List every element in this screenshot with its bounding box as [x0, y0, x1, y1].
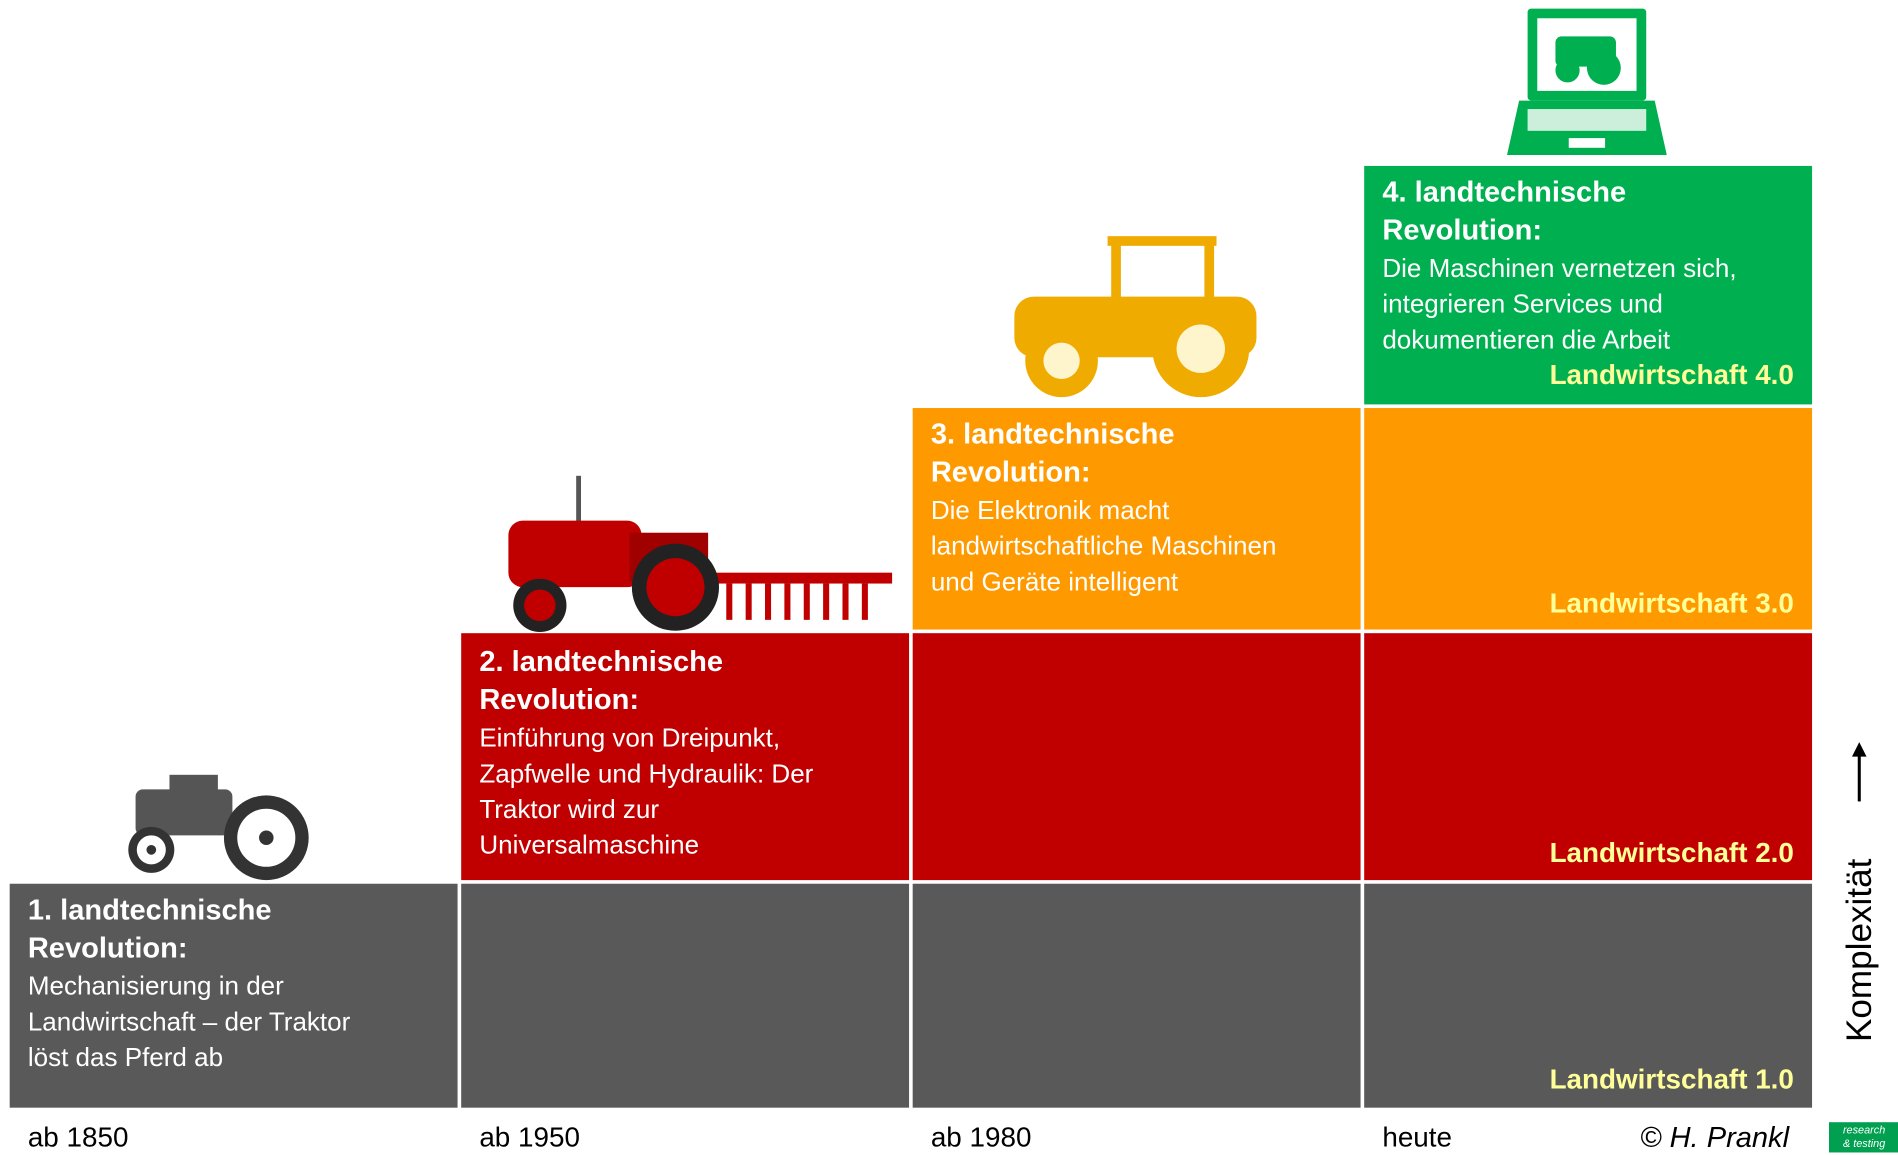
- stage-title: Revolution:: [28, 932, 188, 964]
- laptop-icon: [1507, 9, 1667, 155]
- stage-description: Mechanisierung in der: [28, 971, 284, 1001]
- period-label: ab 1850: [28, 1122, 129, 1153]
- stage-title: Revolution:: [479, 684, 639, 716]
- tractor-icon-1: [128, 775, 308, 880]
- period-label: ab 1980: [931, 1122, 1032, 1153]
- stage-description: löst das Pferd ab: [28, 1042, 223, 1072]
- stage-title: 3. landtechnische: [931, 419, 1175, 451]
- period-label: ab 1950: [479, 1122, 580, 1153]
- tractor-icon-3: [1014, 236, 1256, 397]
- stage-description: landwirtschaftliche Maschinen: [931, 531, 1277, 561]
- stage-title: 4. landtechnische: [1382, 176, 1626, 208]
- axis-label: Komplexität: [1840, 858, 1879, 1042]
- logo-text: & testing: [1843, 1138, 1885, 1150]
- level-label: Landwirtschaft 2.0: [1550, 837, 1794, 868]
- stage-description: und Geräte intelligent: [931, 566, 1179, 596]
- period-label: heute: [1382, 1122, 1452, 1153]
- stage-description: Zapfwelle und Hydraulik: Der: [479, 758, 813, 788]
- stage-title: Revolution:: [931, 457, 1091, 489]
- stage-title: 2. landtechnische: [479, 646, 723, 678]
- stage-description: Landwirtschaft – der Traktor: [28, 1006, 351, 1036]
- axis-arrowhead: [1852, 742, 1867, 757]
- level-label: Landwirtschaft 4.0: [1550, 359, 1794, 390]
- stage-description: Universalmaschine: [479, 830, 699, 860]
- stage-title: 1. landtechnische: [28, 894, 272, 926]
- copyright: © H. Prankl: [1640, 1122, 1790, 1154]
- level-label: Landwirtschaft 3.0: [1550, 588, 1794, 619]
- stage-description: dokumentieren die Arbeit: [1382, 324, 1671, 354]
- stage-title: Revolution:: [1382, 215, 1542, 247]
- stage-description: Die Elektronik macht: [931, 495, 1170, 525]
- diagram: Komplexität © H. Prankl research & testi…: [0, 0, 1898, 1155]
- level-label: Landwirtschaft 1.0: [1550, 1063, 1794, 1094]
- stage-description: Die Maschinen vernetzen sich,: [1382, 253, 1736, 283]
- stage-description: Einführung von Dreipunkt,: [479, 723, 780, 753]
- stage-description: integrieren Services und: [1382, 289, 1663, 319]
- stage-description: Traktor wird zur: [479, 794, 659, 824]
- logo-text: research: [1843, 1125, 1885, 1137]
- tractor-icon-2: [508, 476, 892, 632]
